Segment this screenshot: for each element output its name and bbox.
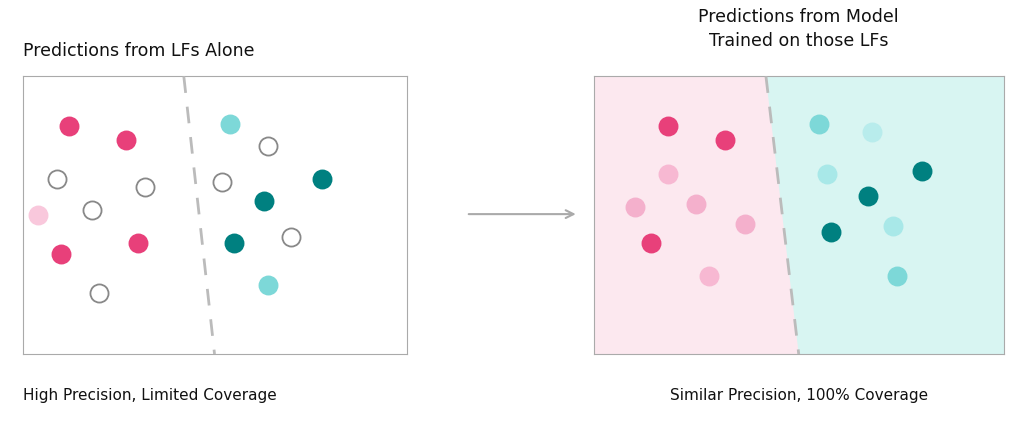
Point [256, 198, 272, 205]
Text: Predictions from LFs Alone: Predictions from LFs Alone [23, 42, 254, 60]
Point [283, 234, 299, 241]
Point [717, 137, 733, 144]
Point [225, 240, 242, 246]
Point [260, 281, 276, 288]
Point [700, 273, 717, 280]
Point [214, 179, 230, 185]
Point [688, 201, 705, 207]
Point [811, 120, 827, 127]
Point [30, 212, 46, 219]
Point [260, 142, 276, 149]
Point [60, 123, 77, 130]
Point [819, 170, 836, 177]
Point [823, 229, 840, 235]
Point [118, 137, 134, 144]
Point [313, 176, 330, 182]
Point [659, 170, 676, 177]
Point [864, 128, 881, 135]
Point [49, 176, 66, 182]
Point [659, 123, 676, 130]
Point [91, 290, 108, 296]
Polygon shape [594, 76, 799, 354]
Point [885, 223, 901, 230]
Text: Similar Precision, 100% Coverage: Similar Precision, 100% Coverage [670, 388, 928, 403]
Point [643, 240, 659, 246]
Point [860, 192, 877, 199]
Point [137, 184, 154, 191]
Point [889, 273, 905, 280]
Point [913, 167, 930, 174]
Point [53, 251, 70, 257]
Point [83, 206, 100, 213]
Text: High Precision, Limited Coverage: High Precision, Limited Coverage [23, 388, 276, 403]
Point [129, 240, 145, 246]
Point [737, 220, 754, 227]
Polygon shape [766, 76, 1004, 354]
Text: Predictions from Model
Trained on those LFs: Predictions from Model Trained on those … [698, 8, 899, 50]
Point [221, 120, 238, 127]
Point [627, 204, 643, 210]
